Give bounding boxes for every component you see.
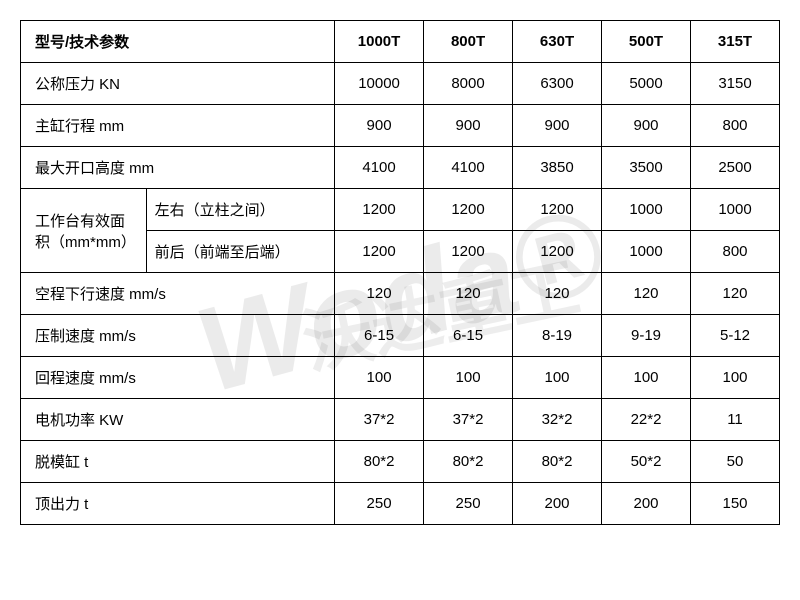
col-header: 500T [602,21,691,63]
header-label: 型号/技术参数 [21,21,335,63]
cell: 6300 [513,63,602,105]
cell: 100 [602,357,691,399]
table-row: 压制速度 mm/s 6-15 6-15 8-19 9-19 5-12 [21,315,780,357]
row-label: 压制速度 mm/s [21,315,335,357]
cell: 80*2 [335,441,424,483]
row-label: 空程下行速度 mm/s [21,273,335,315]
col-header: 1000T [335,21,424,63]
cell: 5-12 [691,315,780,357]
cell: 50 [691,441,780,483]
cell: 1200 [513,189,602,231]
cell: 800 [691,231,780,273]
cell: 6-15 [424,315,513,357]
col-header: 630T [513,21,602,63]
cell: 800 [691,105,780,147]
row-label: 最大开口高度 mm [21,147,335,189]
table-row: 空程下行速度 mm/s 120 120 120 120 120 [21,273,780,315]
table-row: 回程速度 mm/s 100 100 100 100 100 [21,357,780,399]
cell: 3850 [513,147,602,189]
cell: 37*2 [335,399,424,441]
table-header-row: 型号/技术参数 1000T 800T 630T 500T 315T [21,21,780,63]
cell: 900 [513,105,602,147]
cell: 1200 [513,231,602,273]
table-row: 电机功率 KW 37*2 37*2 32*2 22*2 11 [21,399,780,441]
cell: 4100 [424,147,513,189]
cell: 9-19 [602,315,691,357]
cell: 900 [602,105,691,147]
cell: 80*2 [424,441,513,483]
cell: 6-15 [335,315,424,357]
cell: 22*2 [602,399,691,441]
cell: 37*2 [424,399,513,441]
row-label: 公称压力 KN [21,63,335,105]
cell: 1000 [602,189,691,231]
cell: 150 [691,483,780,525]
col-header: 315T [691,21,780,63]
merged-group-label: 工作台有效面积（mm*mm） [21,189,147,273]
spec-table: 型号/技术参数 1000T 800T 630T 500T 315T 公称压力 K… [20,20,780,525]
cell: 2500 [691,147,780,189]
cell: 120 [691,273,780,315]
cell: 200 [513,483,602,525]
cell: 3500 [602,147,691,189]
table-row: 公称压力 KN 10000 8000 6300 5000 3150 [21,63,780,105]
cell: 120 [513,273,602,315]
cell: 100 [424,357,513,399]
cell: 120 [335,273,424,315]
cell: 1200 [424,231,513,273]
cell: 120 [424,273,513,315]
table-row: 顶出力 t 250 250 200 200 150 [21,483,780,525]
cell: 1200 [424,189,513,231]
cell: 50*2 [602,441,691,483]
cell: 4100 [335,147,424,189]
table-row: 脱模缸 t 80*2 80*2 80*2 50*2 50 [21,441,780,483]
sub-row-label: 前后（前端至后端） [146,231,334,273]
row-label: 电机功率 KW [21,399,335,441]
cell: 900 [335,105,424,147]
cell: 100 [335,357,424,399]
cell: 120 [602,273,691,315]
cell: 80*2 [513,441,602,483]
col-header: 800T [424,21,513,63]
cell: 8000 [424,63,513,105]
cell: 5000 [602,63,691,105]
table-row: 最大开口高度 mm 4100 4100 3850 3500 2500 [21,147,780,189]
cell: 1200 [335,189,424,231]
row-label: 主缸行程 mm [21,105,335,147]
sub-row-label: 左右（立柱之间） [146,189,334,231]
row-label: 脱模缸 t [21,441,335,483]
cell: 10000 [335,63,424,105]
cell: 250 [335,483,424,525]
cell: 100 [691,357,780,399]
cell: 1000 [602,231,691,273]
cell: 32*2 [513,399,602,441]
table-row: 主缸行程 mm 900 900 900 900 800 [21,105,780,147]
cell: 3150 [691,63,780,105]
cell: 200 [602,483,691,525]
table-row: 工作台有效面积（mm*mm） 左右（立柱之间） 1200 1200 1200 1… [21,189,780,231]
cell: 900 [424,105,513,147]
cell: 1000 [691,189,780,231]
row-label: 回程速度 mm/s [21,357,335,399]
cell: 250 [424,483,513,525]
row-label: 顶出力 t [21,483,335,525]
cell: 1200 [335,231,424,273]
cell: 100 [513,357,602,399]
cell: 11 [691,399,780,441]
cell: 8-19 [513,315,602,357]
